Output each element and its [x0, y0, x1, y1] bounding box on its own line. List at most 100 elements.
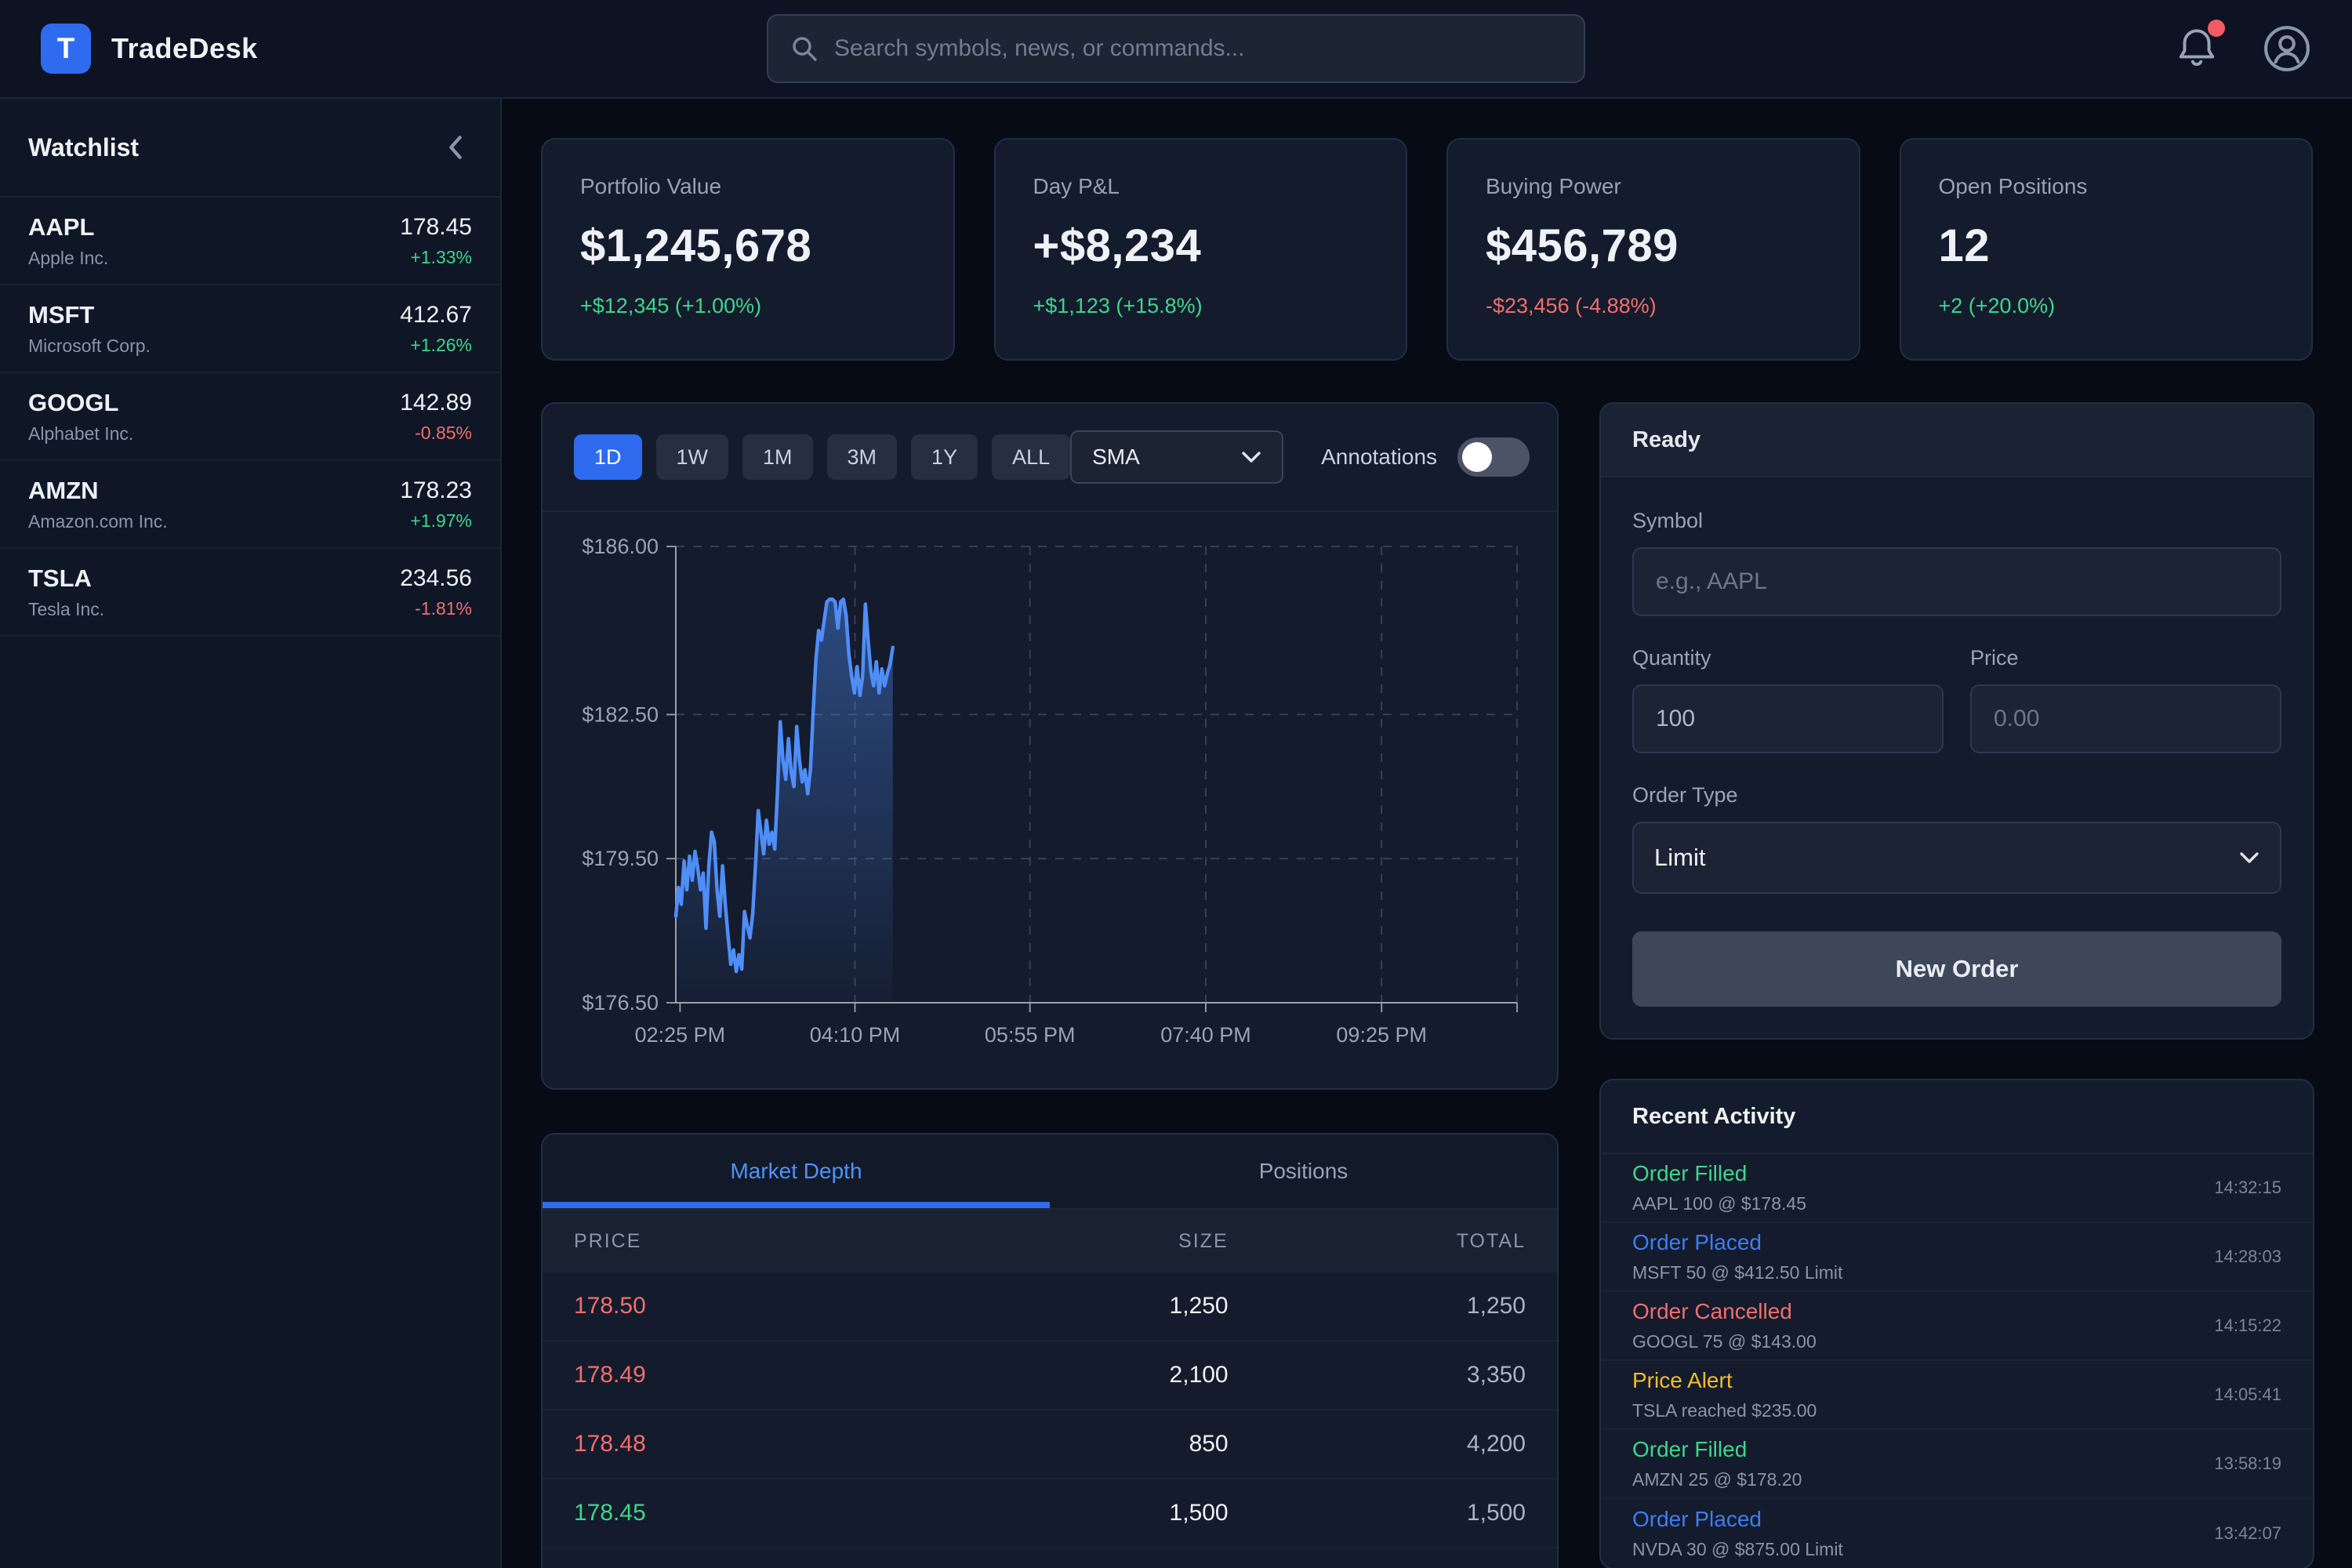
card-label: Portfolio Value [580, 174, 722, 198]
depth-row[interactable]: 178.49 2,100 3,350 [543, 1341, 1557, 1410]
summary-card: Buying Power $456,789 -$23,456 (-4.88%) [1446, 138, 1860, 361]
watchlist-symbol: AAPL [28, 212, 95, 241]
recent-activity-panel: Recent Activity Order Filled AAPL 100 @ … [1599, 1079, 2314, 1568]
depth-size: 1,500 [1169, 1500, 1229, 1526]
user-avatar-button[interactable] [2263, 24, 2311, 73]
watchlist-change: -1.81% [415, 597, 472, 619]
activity-detail: AAPL 100 @ $178.45 [1632, 1193, 1806, 1214]
time-range-button[interactable]: 1W [655, 434, 729, 480]
notifications-button[interactable] [2175, 19, 2225, 74]
chevron-down-icon [1241, 450, 1261, 464]
column-total: TOTAL [1456, 1229, 1526, 1252]
activity-detail: TSLA reached $235.00 [1632, 1400, 1817, 1421]
watchlist-change: -0.85% [415, 422, 472, 443]
time-range-button[interactable]: 1M [742, 434, 813, 480]
top-bar: T TradeDesk [0, 0, 2352, 99]
depth-tabs: Market Depth Positions [543, 1134, 1557, 1210]
chart-panel: 1D 1W 1M 3M 1Y ALL SMA Annotations [541, 402, 1559, 1090]
watchlist-change: +1.26% [410, 334, 472, 355]
depth-row[interactable]: 178.45 1,500 1,500 [543, 1479, 1557, 1548]
watchlist-item[interactable]: AMZN Amazon.com Inc. 178.23 +1.97% [0, 461, 500, 549]
depth-row[interactable]: 178.48 850 4,200 [543, 1410, 1557, 1479]
depth-total: 1,500 [1466, 1500, 1526, 1526]
svg-text:$176.50: $176.50 [582, 991, 659, 1014]
activity-time: 13:42:07 [2214, 1523, 2281, 1543]
activity-detail: AMZN 25 @ $178.20 [1632, 1469, 1802, 1490]
column-price: PRICE [574, 1229, 642, 1252]
collapse-sidebar-button[interactable] [439, 129, 472, 165]
annotations-toggle[interactable] [1457, 437, 1530, 477]
summary-card: Day P&L +$8,234 +$1,123 (+15.8%) [993, 138, 1407, 361]
watchlist-item[interactable]: GOOGL Alphabet Inc. 142.89 -0.85% [0, 373, 500, 461]
column-size: SIZE [1178, 1229, 1229, 1252]
activity-item: Order Filled AAPL 100 @ $178.45 14:32:15 [1601, 1154, 2313, 1223]
order-type-label: Order Type [1632, 783, 1738, 807]
depth-tab[interactable]: Positions [1258, 1159, 1348, 1183]
svg-text:05:55 PM: 05:55 PM [985, 1023, 1076, 1047]
quantity-label: Quantity [1632, 646, 1711, 670]
time-range-button[interactable]: 1D [574, 434, 642, 480]
watchlist-item[interactable]: TSLA Tesla Inc. 234.56 -1.81% [0, 549, 500, 637]
watchlist-title: Watchlist [28, 132, 140, 162]
activity-item: Order Filled AMZN 25 @ $178.20 13:58:19 [1601, 1430, 2313, 1499]
order-type-select[interactable]: Limit [1632, 822, 2281, 894]
time-range-button[interactable]: 3M [826, 434, 898, 480]
time-range-button[interactable]: ALL [992, 434, 1071, 480]
order-type-value: Limit [1654, 844, 1706, 871]
card-change: +$12,345 (+1.00%) [580, 294, 762, 318]
card-value: 12 [1938, 220, 1991, 271]
watchlist-item[interactable]: AAPL Apple Inc. 178.45 +1.33% [0, 198, 500, 285]
watchlist-company: Tesla Inc. [28, 598, 105, 619]
global-search[interactable] [767, 14, 1585, 83]
card-label: Open Positions [1938, 174, 2088, 198]
notification-badge [2208, 19, 2225, 37]
card-label: Buying Power [1486, 174, 1621, 198]
activity-item: Price Alert TSLA reached $235.00 14:05:4… [1601, 1361, 2313, 1430]
svg-text:07:40 PM: 07:40 PM [1160, 1023, 1251, 1047]
card-value: $1,245,678 [580, 220, 812, 271]
annotations-control: Annotations [1321, 437, 1530, 477]
watchlist-symbol: AMZN [28, 476, 99, 504]
symbol-input[interactable] [1632, 547, 2281, 616]
indicator-select[interactable]: SMA [1070, 430, 1284, 484]
card-change: +2 (+20.0%) [1938, 294, 2056, 318]
activity-time: 14:28:03 [2214, 1247, 2281, 1266]
activity-detail: MSFT 50 @ $412.50 Limit [1632, 1262, 1843, 1283]
depth-size: 850 [1189, 1431, 1229, 1457]
search-input[interactable] [834, 35, 1562, 62]
quantity-input[interactable] [1632, 684, 1944, 753]
summary-card: Open Positions 12 +2 (+20.0%) [1899, 138, 2313, 361]
watchlist-symbol: TSLA [28, 564, 92, 592]
watchlist-item[interactable]: MSFT Microsoft Corp. 412.67 +1.26% [0, 285, 500, 373]
activity-event: Order Filled [1632, 1161, 1748, 1185]
svg-text:$179.50: $179.50 [582, 847, 659, 870]
activity-detail: NVDA 30 @ $875.00 Limit [1632, 1539, 1843, 1559]
svg-text:02:25 PM: 02:25 PM [635, 1023, 726, 1047]
card-change: +$1,123 (+15.8%) [1033, 294, 1203, 318]
depth-size: 1,250 [1169, 1293, 1229, 1319]
order-ticket-panel: Ready Symbol Quantity Price [1599, 402, 2314, 1040]
depth-row[interactable]: 178.50 1,250 1,250 [543, 1272, 1557, 1341]
summary-card: Portfolio Value $1,245,678 +$12,345 (+1.… [541, 138, 955, 361]
depth-total: 1,250 [1466, 1293, 1526, 1319]
chevron-down-icon [2239, 851, 2259, 865]
activity-event: Order Cancelled [1632, 1299, 1792, 1323]
depth-table-body: 178.50 1,250 1,250 178.49 2,100 3,350 17… [543, 1272, 1557, 1568]
watchlist-price: 412.67 [400, 301, 472, 328]
market-depth-panel: Market Depth Positions PRICE SIZE TOTAL 1… [541, 1133, 1559, 1568]
watchlist-company: Microsoft Corp. [28, 335, 151, 356]
watchlist-sidebar: Watchlist AAPL Apple Inc. 178.45 +1.33% [0, 99, 502, 1568]
depth-tab[interactable]: Market Depth [543, 1134, 1050, 1208]
depth-row[interactable]: 178.44 2,300 3,800 [543, 1548, 1557, 1568]
activity-list: Order Filled AAPL 100 @ $178.45 14:32:15… [1601, 1154, 2313, 1568]
depth-size: 2,100 [1169, 1362, 1229, 1388]
price-chart: $186.00 $182.50 $179.50 $176.50 02:25 PM 04:1… [582, 535, 1518, 1047]
logo-letter: T [56, 32, 75, 64]
card-value: +$8,234 [1033, 220, 1202, 271]
price-input[interactable] [1970, 684, 2281, 753]
new-order-button[interactable]: New Order [1632, 931, 2281, 1007]
time-range-button[interactable]: 1Y [911, 434, 978, 480]
svg-text:04:10 PM: 04:10 PM [810, 1023, 901, 1047]
watchlist-company: Alphabet Inc. [28, 423, 134, 444]
chart-controls: 1D 1W 1M 3M 1Y ALL SMA Annotations [543, 404, 1557, 512]
